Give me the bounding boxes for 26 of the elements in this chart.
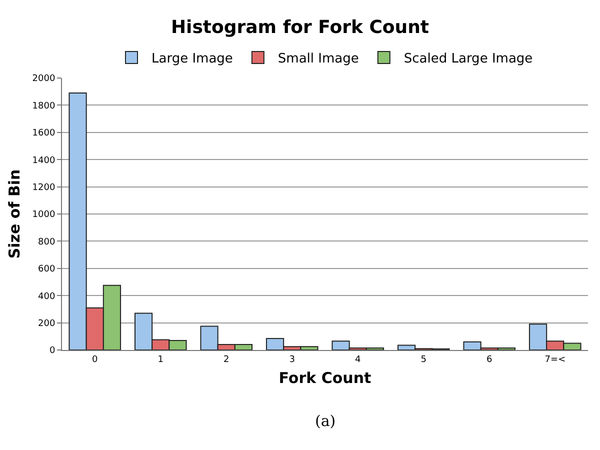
y-tick-label: 600 (38, 264, 56, 275)
y-tick-label: 1200 (32, 182, 56, 193)
y-tick-label: 1000 (32, 210, 56, 220)
legend-label: Large Image (152, 52, 233, 67)
x-tick-label: 0 (92, 354, 98, 365)
y-tick-label: 1400 (32, 156, 56, 166)
x-tick-label: 2 (224, 354, 230, 365)
y-tick-label: 200 (38, 318, 56, 329)
y-tick-label: 400 (38, 292, 56, 302)
legend-label: Scaled Large Image (404, 52, 533, 67)
x-tick-label: 6 (486, 354, 493, 365)
legend-label: Small Image (278, 52, 359, 67)
x-tick-label: 3 (289, 354, 295, 365)
x-tick-label: 4 (355, 354, 362, 365)
x-tick-label: 1 (158, 354, 164, 365)
text: (a) (315, 412, 336, 430)
y-tick-label: 1600 (32, 128, 56, 139)
y-axis-title: Size of Bin (6, 169, 24, 259)
x-tick-label: 7=< (544, 354, 566, 365)
y-tick-label: 800 (38, 237, 56, 248)
chart-title: Histogram for Fork Count (170, 16, 430, 38)
x-tick-label: 5 (420, 354, 426, 365)
y-tick-label: 1800 (32, 101, 56, 112)
y-tick-label: 0 (49, 346, 56, 356)
x-axis-title: Fork Count (278, 368, 372, 387)
y-tick-label: 2000 (32, 74, 56, 84)
